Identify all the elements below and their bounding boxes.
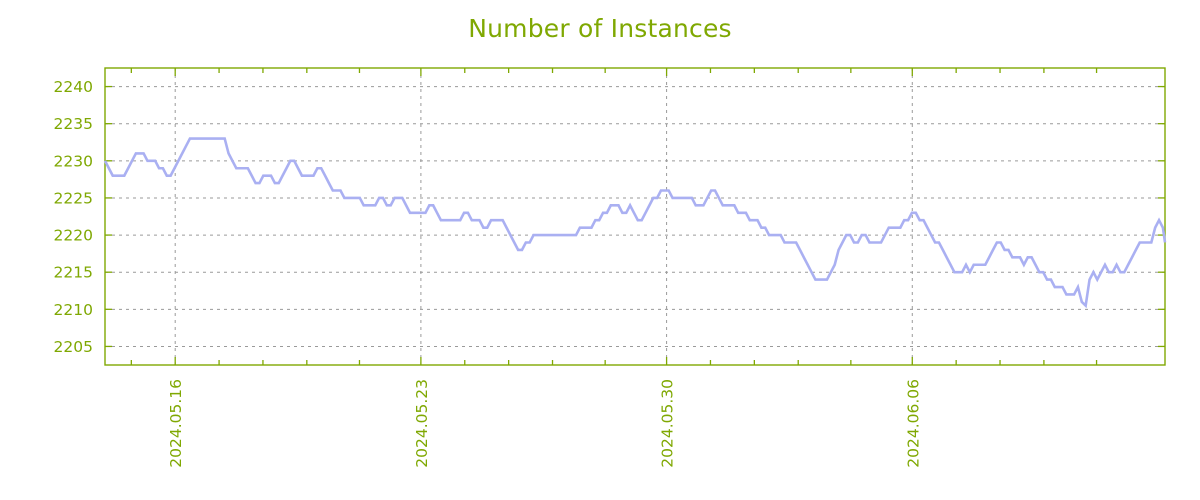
y-tick-label: 2235 (54, 115, 93, 133)
y-tick-label: 2220 (54, 227, 93, 245)
y-tick-label: 2210 (54, 301, 93, 319)
x-axis-tick-labels: 2024.05.16 2024.05.23 2024.05.30 2024.06.06 (167, 379, 922, 468)
y-tick-label: 2230 (54, 152, 93, 170)
y-tick-label: 2205 (54, 338, 93, 356)
x-tick-label: 2024.06.06 (904, 379, 922, 468)
horizontal-gridlines (105, 86, 1165, 347)
y-axis-tick-labels: 2205 2210 2215 2220 2225 2230 2235 2240 (54, 78, 93, 356)
series-line-number-of-instances (103, 137, 1167, 309)
vertical-gridlines (174, 68, 913, 365)
data-series-group (103, 137, 1167, 309)
x-tick-label: 2024.05.23 (413, 379, 431, 468)
y-tick-label: 2240 (54, 78, 93, 96)
plot-area-frame (104, 67, 1166, 366)
x-tick-label: 2024.05.30 (659, 379, 677, 468)
axis-tick-marks (105, 68, 1165, 365)
y-tick-label: 2225 (54, 189, 93, 207)
x-tick-label: 2024.05.16 (167, 379, 185, 468)
chart-title: Number of Instances (468, 14, 732, 43)
y-tick-label: 2215 (54, 264, 93, 282)
